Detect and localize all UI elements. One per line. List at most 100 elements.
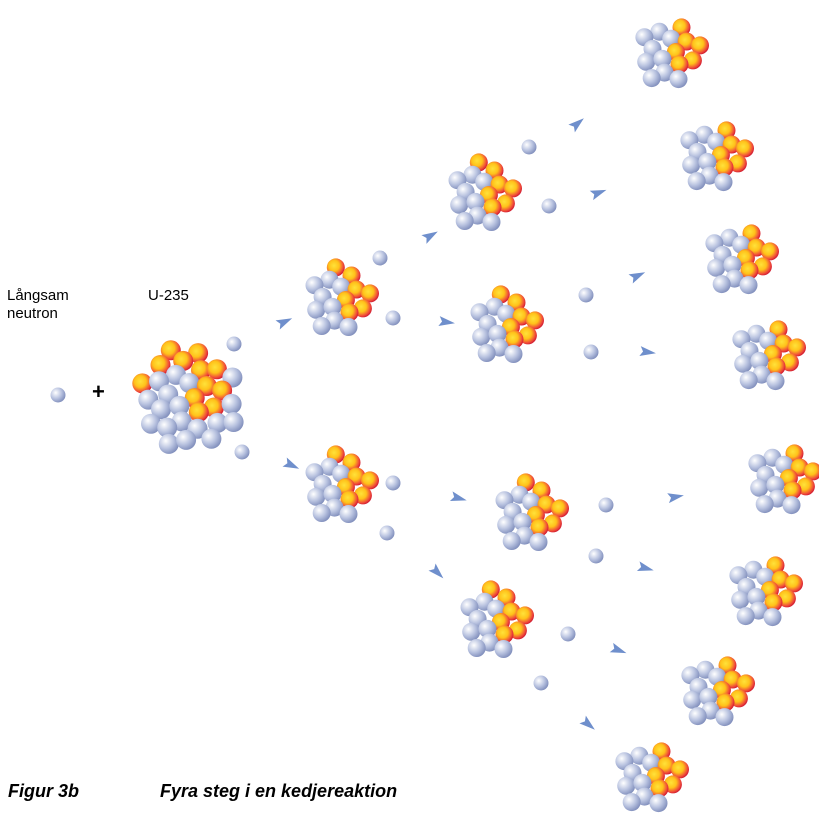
neutron	[688, 707, 707, 726]
free-neutron	[50, 387, 66, 403]
proton	[652, 742, 671, 761]
figure-number: Figur 3b	[8, 781, 79, 801]
neutron	[157, 417, 178, 438]
neutron	[504, 345, 523, 363]
fission-fragment	[470, 285, 544, 363]
neutron	[622, 793, 641, 812]
slow-neutron-label-line1: Långsam	[7, 287, 69, 304]
proton	[716, 693, 735, 712]
proton	[188, 343, 209, 364]
neutron	[736, 607, 755, 626]
neutron	[715, 708, 734, 727]
fission-fragment	[460, 580, 534, 658]
proton	[526, 311, 544, 330]
neutron	[339, 318, 358, 336]
direction-arrow	[667, 493, 684, 504]
free-neutron	[588, 548, 604, 564]
neutron	[450, 195, 469, 214]
neutron	[472, 327, 491, 346]
neutron	[750, 351, 769, 370]
direction-arrow	[636, 561, 654, 572]
neutron	[179, 373, 200, 393]
neutron	[617, 776, 636, 795]
proton	[717, 121, 736, 140]
neutron	[669, 70, 688, 89]
proton	[150, 355, 171, 375]
neutron	[653, 49, 672, 68]
neutron	[307, 300, 326, 319]
neutron	[750, 478, 769, 497]
proton	[650, 779, 669, 798]
neutron	[141, 413, 161, 434]
proton	[361, 471, 379, 490]
direction-arrow	[568, 118, 584, 133]
neutron	[467, 639, 486, 657]
proton	[672, 18, 691, 37]
fission-fragment	[705, 224, 779, 295]
neutron	[513, 512, 532, 531]
neutron	[649, 794, 668, 813]
neutron	[176, 429, 197, 450]
neutron	[482, 213, 501, 231]
fission-fragment	[305, 445, 379, 523]
proton	[691, 36, 709, 55]
direction-arrow	[282, 457, 300, 469]
neutron	[339, 505, 358, 523]
proton	[718, 656, 737, 675]
proton	[206, 359, 227, 380]
direction-arrow	[628, 272, 646, 284]
neutron	[488, 324, 507, 343]
figure-caption: Fyra steg i en kedjereaktion	[160, 781, 398, 801]
direction-arrow	[609, 642, 627, 654]
fission-fragment	[448, 153, 522, 231]
proton	[737, 674, 755, 693]
nuclei-layer	[132, 18, 819, 813]
proton	[495, 625, 514, 644]
neutron	[782, 496, 801, 515]
neutron	[637, 52, 656, 71]
free-neutron	[560, 626, 576, 642]
neutron	[158, 433, 179, 454]
fission-fragment	[615, 742, 689, 813]
neutron	[169, 395, 190, 416]
proton	[764, 593, 783, 612]
neutron	[223, 412, 244, 432]
proton	[804, 462, 819, 481]
proton	[766, 556, 785, 575]
fission-fragment	[635, 18, 709, 89]
proton	[761, 242, 779, 261]
fission-fragment	[748, 444, 819, 515]
proton	[361, 284, 379, 303]
neutron	[323, 484, 342, 503]
neutron	[683, 690, 702, 709]
free-neutron	[385, 310, 401, 326]
arrows-layer	[275, 118, 684, 730]
u235-label: U-235	[148, 287, 189, 304]
neutron	[221, 393, 242, 414]
neutron	[497, 515, 516, 534]
direction-arrow	[421, 231, 438, 244]
neutron	[466, 192, 485, 211]
free-neutron	[372, 250, 388, 266]
free-neutron	[234, 444, 250, 460]
slow-neutron-label: Långsam neutron	[7, 287, 69, 323]
free-neutron	[226, 336, 242, 352]
free-neutron	[541, 198, 557, 214]
neutron	[633, 773, 652, 792]
proton	[785, 574, 803, 593]
proton	[551, 499, 569, 518]
neutron	[766, 372, 785, 391]
fission-fragment	[729, 556, 803, 627]
fission-fragment	[681, 656, 755, 727]
free-neutron	[521, 139, 537, 155]
direction-arrow	[589, 189, 607, 201]
free-neutron	[533, 675, 549, 691]
direction-arrow	[639, 346, 656, 356]
neutron	[462, 622, 481, 641]
neutron	[455, 212, 474, 230]
proton	[530, 518, 549, 537]
fission-fragment	[680, 121, 754, 192]
neutron	[747, 587, 766, 606]
neutron	[478, 619, 497, 638]
